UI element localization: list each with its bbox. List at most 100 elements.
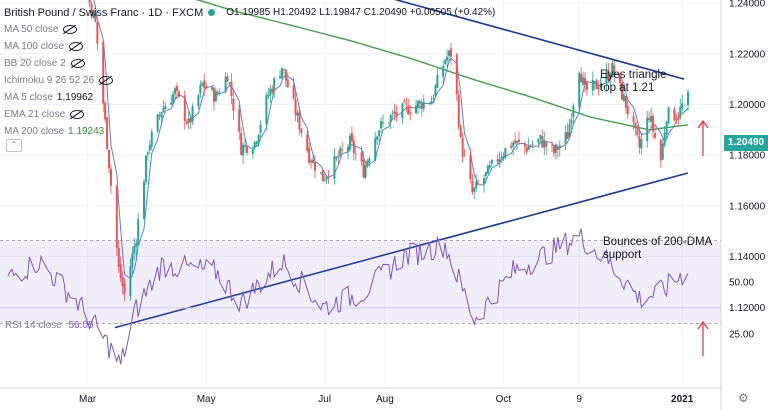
- candle-body: [160, 112, 163, 118]
- candle-body: [368, 158, 371, 163]
- candle-body: [679, 106, 682, 118]
- candle-body: [484, 171, 487, 177]
- rsi-legend[interactable]: RSI 14 close 56.05: [5, 320, 94, 331]
- indicator-ema21[interactable]: EMA 21 close: [4, 106, 495, 123]
- candle-body: [652, 115, 655, 132]
- candle-body: [257, 134, 260, 143]
- indicator-label: MA 5 close: [4, 92, 53, 103]
- candle-body: [638, 136, 641, 148]
- candle-body: [366, 160, 369, 167]
- candle-body: [554, 144, 557, 153]
- candle-body: [240, 132, 243, 155]
- x-tick-label: Mar: [79, 394, 97, 405]
- candle-body: [96, 21, 99, 44]
- candle-body: [607, 69, 610, 80]
- hidden-eye-icon[interactable]: [70, 59, 85, 68]
- candle-body: [597, 87, 600, 90]
- upper-trendline: [394, 0, 685, 80]
- candle-body: [663, 133, 666, 146]
- candle-body: [313, 162, 316, 171]
- candle-body: [665, 121, 668, 135]
- x-tick-label: 2021: [671, 394, 694, 405]
- candle-body: [572, 105, 575, 118]
- y-tick-label: 1.12000: [729, 303, 766, 314]
- candle-body: [403, 100, 406, 103]
- y-tick-label: 1.16000: [729, 201, 766, 212]
- candle-body: [578, 73, 581, 107]
- candle-body: [512, 142, 515, 147]
- candle-body: [109, 169, 112, 186]
- candle-body: [123, 283, 126, 294]
- candle-body: [599, 84, 602, 88]
- indicator-value: 1.19243: [68, 126, 105, 137]
- indicator-ichimoku[interactable]: Ichimoku 9 26 52 26: [4, 72, 495, 89]
- indicator-bb[interactable]: BB 20 close 2: [4, 55, 495, 72]
- candle-body: [570, 119, 573, 124]
- x-tick-label: Jul: [318, 394, 331, 405]
- candle-body: [90, 3, 93, 17]
- candle-body: [527, 146, 530, 150]
- indicator-ma200[interactable]: MA 200 close 1.19243: [4, 123, 495, 140]
- candle-body: [280, 68, 283, 78]
- candle-body: [271, 88, 274, 93]
- support-annotation: Bounces of 200-DMA support: [603, 236, 712, 262]
- candle-body: [230, 81, 233, 97]
- candle-body: [653, 133, 656, 138]
- hidden-eye-icon[interactable]: [99, 76, 114, 85]
- candle-body: [434, 85, 437, 96]
- candle-body: [541, 136, 544, 148]
- candle-body: [486, 165, 489, 174]
- candle-body: [605, 70, 608, 84]
- candle-body: [150, 131, 153, 147]
- candle-body: [102, 42, 105, 104]
- candle-body: [585, 82, 588, 91]
- candle-body: [428, 103, 431, 105]
- candle-body: [333, 155, 336, 179]
- hidden-eye-icon[interactable]: [69, 42, 84, 51]
- indicator-ma100[interactable]: MA 100 close: [4, 38, 495, 55]
- candle-body: [298, 111, 301, 130]
- candle-body: [176, 86, 179, 91]
- x-tick-label: May: [197, 394, 216, 405]
- collapse-legend-button[interactable]: ⌃: [6, 139, 22, 152]
- candle-body: [352, 140, 355, 153]
- rsi-tick-label: 50.00: [729, 278, 754, 289]
- candle-body: [442, 65, 445, 77]
- candle-body: [378, 130, 381, 137]
- trendlines: [114, 0, 689, 329]
- chart-legend: British Pound / Swiss Franc · 1D · FXCM …: [4, 4, 495, 140]
- annotation-line: Eyes triangle: [600, 69, 667, 81]
- hidden-eye-icon[interactable]: [63, 25, 78, 34]
- hidden-eye-icon[interactable]: [70, 110, 85, 119]
- candle-body: [514, 140, 517, 144]
- candle-body: [242, 144, 245, 156]
- candle-body: [362, 159, 365, 178]
- candle-body: [568, 124, 571, 137]
- candle-body: [498, 158, 501, 164]
- candle-body: [312, 159, 315, 163]
- candle-body: [523, 143, 526, 147]
- arrows: [697, 119, 709, 356]
- indicator-ma5[interactable]: MA 5 close 1.19962: [4, 89, 495, 106]
- candle-body: [673, 109, 676, 121]
- candle-body: [174, 88, 177, 94]
- candle-body: [244, 144, 247, 147]
- gear-icon[interactable]: ⚙: [738, 391, 749, 405]
- candle-body: [350, 133, 353, 142]
- candle-body: [582, 77, 585, 85]
- candle-body: [212, 88, 215, 102]
- candle-body: [677, 117, 680, 120]
- candle-body: [292, 85, 295, 99]
- candle-body: [148, 145, 151, 151]
- candle-body: [294, 99, 297, 116]
- candle-body: [393, 111, 396, 114]
- candle-body: [418, 101, 421, 104]
- candle-body: [115, 186, 118, 248]
- indicator-ma50[interactable]: MA 50 close: [4, 21, 495, 38]
- candle-body: [143, 181, 145, 219]
- candle-body: [432, 97, 435, 99]
- candle-body: [88, 0, 91, 3]
- candle-body: [436, 74, 439, 88]
